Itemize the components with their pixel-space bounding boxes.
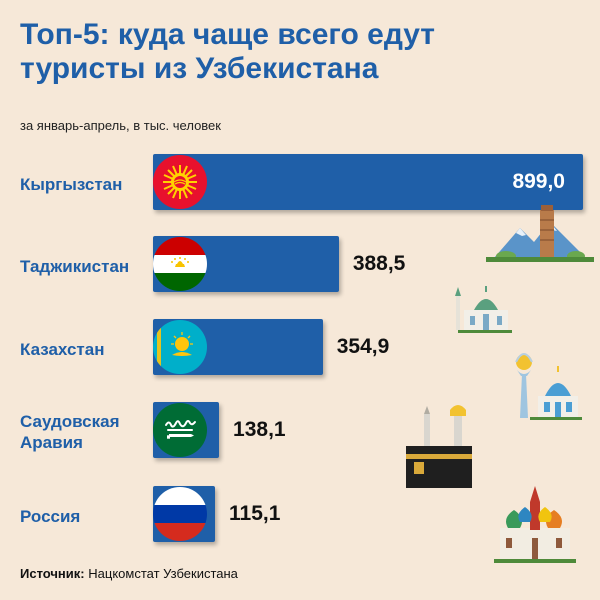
- kyrgyz-tower-mountains-icon: [486, 205, 594, 262]
- bar-row: Россия 115,1: [0, 486, 600, 546]
- astana-baiterek-icon: [515, 353, 582, 420]
- bar-row: Кыргызстан 899,0: [0, 154, 600, 214]
- category-label: Саудовская Аравия: [20, 412, 120, 452]
- source-label: Источник:: [20, 566, 85, 581]
- kyrgyzstan-flag-icon: [153, 155, 207, 209]
- category-label: Кыргызстан: [20, 174, 123, 194]
- category-label: Казахстан: [20, 339, 105, 359]
- tajikistan-flag-icon: [153, 237, 207, 291]
- saudi-arabia-flag-icon: [153, 403, 207, 457]
- st-basils-cathedral-icon: [494, 486, 576, 563]
- tajik-mosque-icon: [455, 286, 512, 333]
- source-text: Нацкомстат Узбекистана: [88, 566, 238, 581]
- category-label: Россия: [20, 506, 81, 526]
- title-line-1: Топ-5: куда чаще всего едут: [20, 18, 435, 51]
- bar-row: Таджикистан 388,5: [0, 236, 600, 296]
- bar: [153, 154, 583, 210]
- value-label: 115,1: [229, 502, 281, 525]
- subtitle: за январь-апрель, в тыс. человек: [20, 118, 221, 133]
- value-label: 899,0: [512, 170, 565, 193]
- russia-flag-icon: [153, 487, 207, 541]
- source-note: Источник: Нацкомстат Узбекистана: [20, 566, 238, 581]
- value-label: 388,5: [352, 252, 406, 275]
- value-label: 354,9: [336, 335, 390, 358]
- kaaba-icon: [406, 405, 472, 488]
- kazakhstan-flag-icon: [153, 320, 207, 374]
- bar-row: Саудовская Аравия 138,1: [0, 402, 600, 462]
- bar-row: Казахстан 354,9: [0, 319, 600, 379]
- page-title: Топ-5: куда чаще всего едут туристы из У…: [20, 18, 580, 86]
- category-label: Таджикистан: [20, 256, 130, 276]
- title-line-2: туристы из Узбекистана: [20, 52, 379, 85]
- value-label: 138,1: [233, 418, 286, 441]
